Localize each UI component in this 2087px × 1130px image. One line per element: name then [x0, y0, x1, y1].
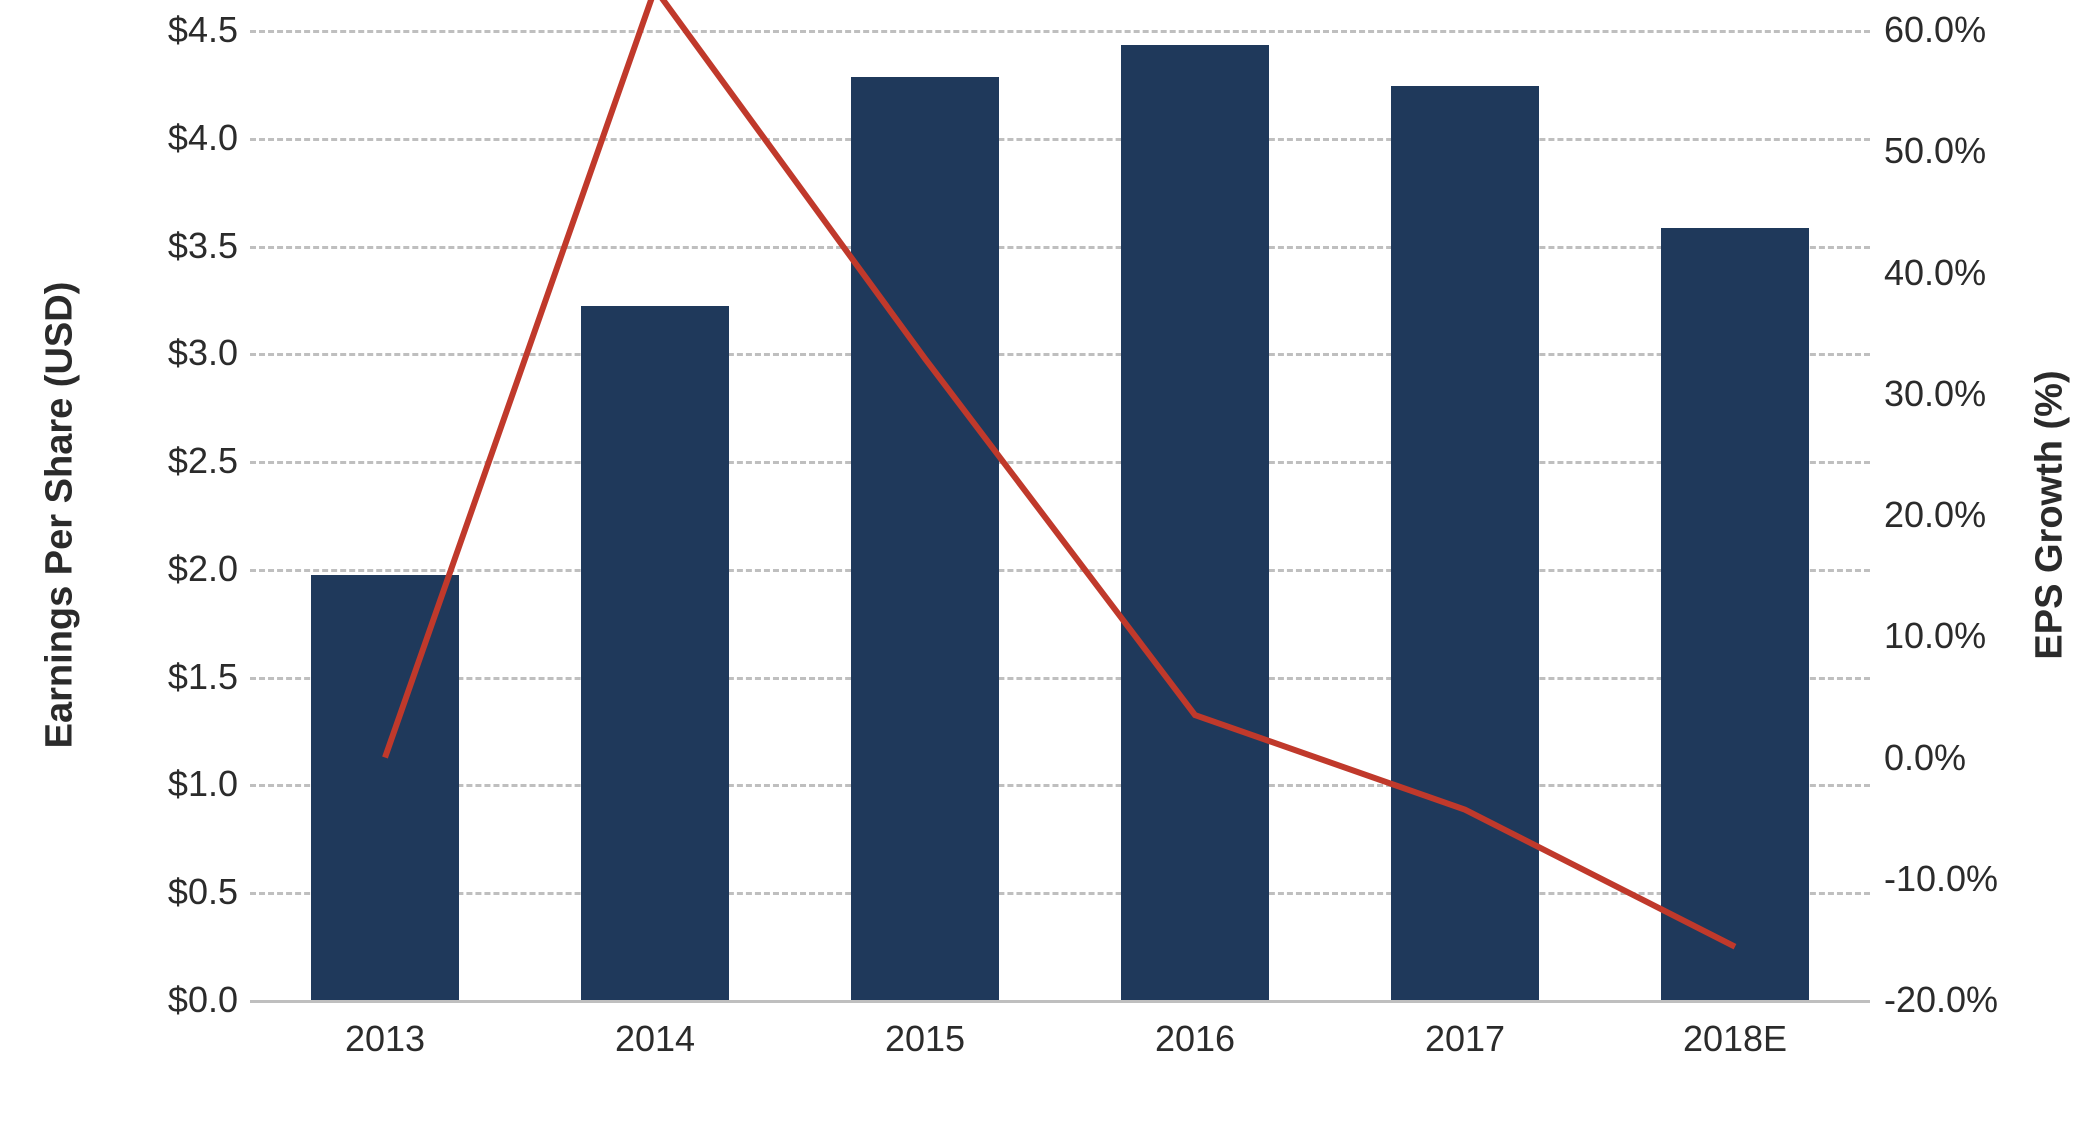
- y-right-tick-label: 10.0%: [1884, 615, 1986, 657]
- bar: [1391, 86, 1540, 1000]
- y-right-tick-label: 30.0%: [1884, 373, 1986, 415]
- y-right-tick-label: 0.0%: [1884, 737, 1966, 779]
- bar: [1661, 228, 1810, 1000]
- y-right-tick-label: 60.0%: [1884, 9, 1986, 51]
- x-axis-baseline: [250, 1000, 1870, 1003]
- y-right-axis-title: EPS Growth (%): [2029, 370, 2072, 659]
- gridline: [250, 353, 1870, 356]
- x-tick-label: 2014: [615, 1018, 695, 1060]
- y-right-tick-label: 20.0%: [1884, 494, 1986, 536]
- x-tick-label: 2013: [345, 1018, 425, 1060]
- y-left-tick-label: $4.5: [168, 9, 238, 51]
- gridline: [250, 138, 1870, 141]
- y-left-tick-label: $1.5: [168, 656, 238, 698]
- bar: [581, 306, 730, 1000]
- y-left-tick-label: $1.0: [168, 763, 238, 805]
- gridline: [250, 892, 1870, 895]
- eps-chart: Earnings Per Share (USD) EPS Growth (%) …: [0, 0, 2087, 1130]
- gridline: [250, 461, 1870, 464]
- y-right-tick-label: 40.0%: [1884, 252, 1986, 294]
- gridline: [250, 569, 1870, 572]
- x-tick-label: 2015: [885, 1018, 965, 1060]
- y-left-tick-label: $3.5: [168, 225, 238, 267]
- x-tick-label: 2018E: [1683, 1018, 1787, 1060]
- bar: [851, 77, 1000, 1000]
- gridline: [250, 246, 1870, 249]
- gridline: [250, 677, 1870, 680]
- x-tick-label: 2016: [1155, 1018, 1235, 1060]
- y-left-tick-label: $3.0: [168, 332, 238, 374]
- growth-line: [250, 30, 1870, 1000]
- y-right-tick-label: 50.0%: [1884, 130, 1986, 172]
- y-right-tick-label: -10.0%: [1884, 858, 1998, 900]
- gridline: [250, 784, 1870, 787]
- plot-area: [250, 30, 1870, 1000]
- y-left-tick-label: $0.0: [168, 979, 238, 1021]
- bar: [1121, 45, 1270, 1000]
- y-left-tick-label: $2.5: [168, 440, 238, 482]
- y-right-tick-label: -20.0%: [1884, 979, 1998, 1021]
- y-left-tick-label: $4.0: [168, 117, 238, 159]
- gridline: [250, 30, 1870, 33]
- y-left-tick-label: $0.5: [168, 871, 238, 913]
- bar: [311, 575, 460, 1000]
- y-left-axis-title: Earnings Per Share (USD): [39, 282, 82, 749]
- y-left-tick-label: $2.0: [168, 548, 238, 590]
- x-tick-label: 2017: [1425, 1018, 1505, 1060]
